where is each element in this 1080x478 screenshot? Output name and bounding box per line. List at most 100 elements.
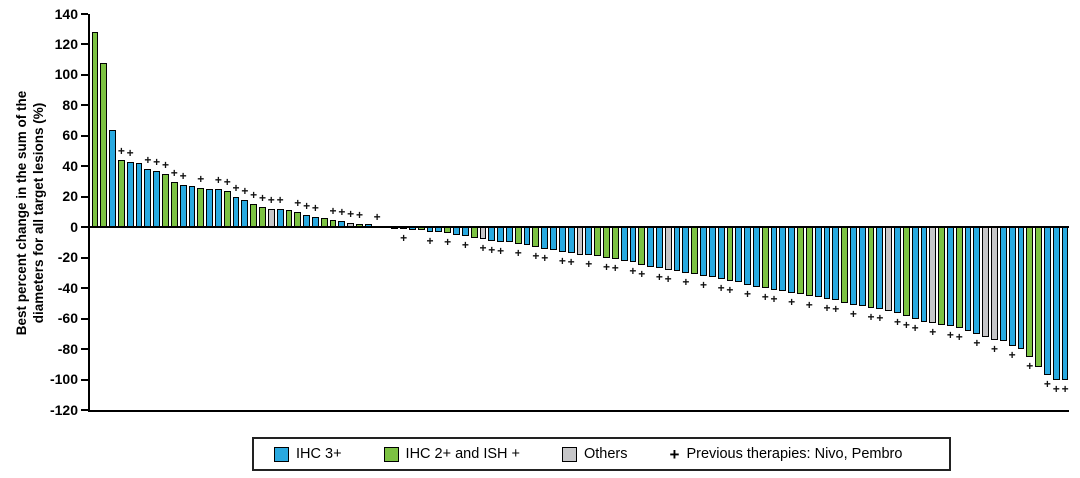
y-tick-label: 140 (54, 5, 78, 22)
prior-therapy-marker: + (832, 302, 840, 317)
bar (109, 129, 116, 228)
prior-therapy-marker: + (144, 153, 152, 168)
prior-therapy-marker: + (955, 329, 963, 344)
bar (117, 160, 125, 228)
y-tick-mark (81, 287, 88, 290)
prior-therapy-marker: + (214, 173, 222, 188)
bar (250, 204, 258, 228)
bar (223, 190, 231, 228)
bar (444, 227, 452, 234)
bar (567, 227, 575, 254)
y-tick-label: -100 (49, 371, 78, 388)
bar (788, 227, 796, 293)
bar (1035, 227, 1043, 368)
prior-therapy-marker: + (761, 290, 769, 305)
bar (259, 207, 266, 228)
prior-therapy-marker: + (444, 235, 452, 250)
legend-item-label: Others (584, 446, 628, 462)
bar (1044, 227, 1051, 375)
bar (409, 227, 416, 231)
bar (303, 215, 310, 228)
bar (858, 227, 866, 307)
bar (841, 227, 848, 304)
y-tick-mark (81, 104, 88, 107)
prior-therapy-marker: + (770, 291, 778, 306)
y-tick-label: -60 (57, 310, 78, 327)
bar (435, 227, 443, 232)
bar (920, 227, 928, 322)
y-tick-label: 100 (54, 66, 78, 83)
bar (991, 227, 998, 340)
prior-therapy-marker: + (699, 277, 707, 292)
prior-therapy-marker: + (611, 261, 619, 276)
bar (276, 208, 284, 228)
prior-therapy-marker: + (232, 180, 240, 195)
bar (691, 227, 699, 275)
y-axis-title-line1: Best percent change in the sum of the (14, 90, 29, 336)
prior-therapy-marker: + (602, 259, 610, 274)
prior-therapy-marker: + (893, 314, 902, 329)
y-tick-mark (81, 73, 88, 76)
prior-therapy-marker: + (514, 245, 522, 260)
bar (506, 227, 513, 243)
bar (664, 227, 672, 270)
prior-therapy-marker: + (461, 238, 469, 253)
bar (417, 227, 425, 231)
bar (717, 227, 725, 279)
prior-therapy-marker: + (805, 297, 813, 312)
y-tick-mark (81, 256, 88, 259)
prior-therapy-marker: + (1043, 376, 1051, 391)
bar (100, 62, 108, 228)
prior-therapy-marker: + (338, 205, 346, 220)
bar (214, 189, 222, 228)
prior-therapy-marker: + (991, 341, 999, 356)
bar (902, 227, 910, 316)
bar (938, 227, 945, 325)
y-tick-label: -120 (49, 401, 78, 418)
bar (267, 208, 275, 228)
prior-therapy-marker: + (788, 294, 796, 309)
bar (558, 227, 566, 252)
bar (726, 227, 734, 281)
prior-therapy-marker: + (1052, 381, 1060, 396)
y-tick-mark (81, 195, 88, 198)
prior-therapy-marker: + (973, 335, 981, 350)
prior-therapy-marker: + (867, 309, 875, 324)
bar (805, 227, 813, 296)
y-tick-mark (81, 317, 88, 320)
prior-therapy-marker: + (497, 244, 505, 259)
prior-therapy-marker: + (311, 200, 319, 215)
bar (285, 210, 293, 228)
bar (488, 227, 496, 241)
prior-therapy-marker: + (276, 192, 284, 207)
prior-therapy-marker: + (726, 282, 734, 297)
prior-therapy-marker: + (876, 311, 884, 326)
prior-therapy-marker: + (197, 171, 205, 186)
plus-marker-icon: + (669, 444, 680, 464)
bar (461, 227, 469, 237)
bar (153, 170, 161, 228)
y-tick-mark (81, 13, 88, 15)
legend-item: + Previous therapies: Nivo, Pembro (670, 446, 903, 463)
bar (850, 227, 857, 305)
prior-therapy-marker: + (902, 317, 910, 332)
prior-therapy-marker: + (911, 320, 919, 335)
bar (955, 227, 963, 328)
bar (356, 224, 363, 228)
bar (1026, 227, 1034, 357)
bar (1008, 227, 1016, 347)
prior-therapy-marker: + (303, 199, 311, 214)
bar (514, 227, 522, 244)
bar (947, 227, 954, 327)
bar (364, 224, 372, 228)
bar (973, 227, 981, 334)
bar (206, 189, 213, 228)
bar (523, 227, 531, 246)
legend-swatch-icon (562, 446, 577, 462)
legend-swatch-icon (383, 446, 399, 462)
y-tick-mark (81, 43, 88, 46)
legend-item-label: IHC 3+ (296, 446, 342, 462)
prior-therapy-marker: + (532, 249, 540, 264)
bar (700, 227, 707, 276)
legend-item: IHC 2+ and ISH + (383, 446, 520, 462)
